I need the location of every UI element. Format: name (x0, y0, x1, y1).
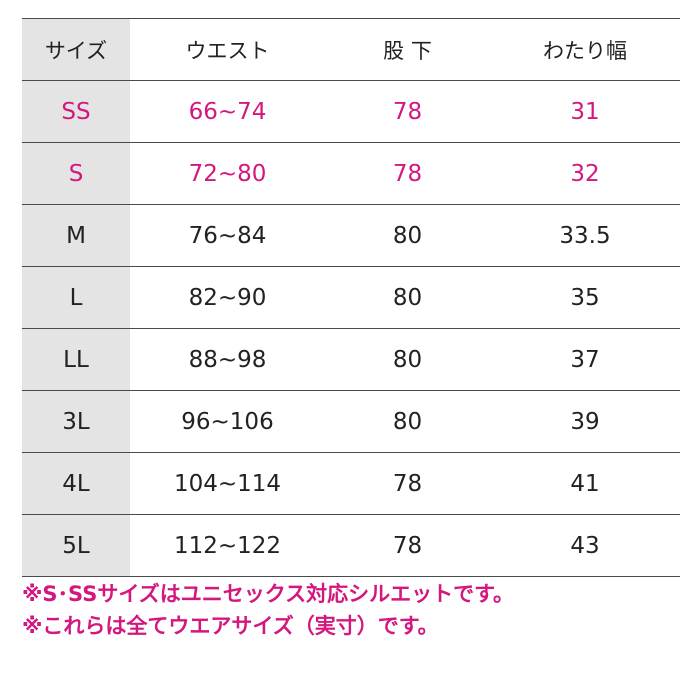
table-cell: 35 (490, 266, 680, 329)
table-row: S 72~80 78 32 (22, 142, 680, 205)
table-row: 3L 96~106 80 39 (22, 390, 680, 453)
table-cell: LL (22, 328, 130, 391)
table-row: LL 88~98 80 37 (22, 328, 680, 391)
table-cell: 31 (490, 80, 680, 143)
table-cell: 96~106 (130, 390, 325, 453)
table-cell: 5L (22, 514, 130, 577)
table-cell: 32 (490, 142, 680, 205)
table-cell: 112~122 (130, 514, 325, 577)
table-cell: 4L (22, 452, 130, 515)
table-cell: 80 (325, 266, 490, 329)
table-cell: 78 (325, 142, 490, 205)
table-cell: 82~90 (130, 266, 325, 329)
table-cell: 78 (325, 514, 490, 577)
table-cell: 3L (22, 390, 130, 453)
table-cell: 37 (490, 328, 680, 391)
table-cell: 80 (325, 204, 490, 267)
table-cell: 78 (325, 80, 490, 143)
table-cell: 33.5 (490, 204, 680, 267)
header-row: サイズ ウエスト股 下わたり幅 (22, 18, 680, 81)
size-table: サイズ ウエスト股 下わたり幅 SS 66~74 78 31 S 72~80 78 32 M 76~… (22, 18, 680, 577)
table-cell: 72~80 (130, 142, 325, 205)
table-cell: 78 (325, 452, 490, 515)
table-cell: L (22, 266, 130, 329)
table-cell: M (22, 204, 130, 267)
note: ※これらは全てウエアサイズ（実寸）です。 (22, 614, 439, 638)
header-cell: ウエスト (130, 18, 325, 81)
table-cell: SS (22, 80, 130, 143)
table-cell: 88~98 (130, 328, 325, 391)
table-row: L 82~90 80 35 (22, 266, 680, 329)
table-cell: 80 (325, 390, 490, 453)
table-row: M 76~84 80 33.5 (22, 204, 680, 267)
table-cell: 80 (325, 328, 490, 391)
table-cell: S (22, 142, 130, 205)
note: ※S･SSサイズはユニセックス対応シルエットです。 (22, 582, 514, 606)
table-cell: 39 (490, 390, 680, 453)
table-body: SS 66~74 78 31 S 72~80 78 32 M 76~84 80 33.5 L 82~90 8… (22, 80, 680, 577)
table-cell: 41 (490, 452, 680, 515)
table-row: SS 66~74 78 31 (22, 80, 680, 143)
header-cell: サイズ (22, 18, 130, 81)
table-cell: 66~74 (130, 80, 325, 143)
header-cell: わたり幅 (490, 18, 680, 81)
table-cell: 43 (490, 514, 680, 577)
table-row: 4L 104~114 78 41 (22, 452, 680, 515)
header-cell: 股 下 (325, 18, 490, 81)
table-row: 5L 112~122 78 43 (22, 514, 680, 577)
table-cell: 76~84 (130, 204, 325, 267)
table-cell: 104~114 (130, 452, 325, 515)
